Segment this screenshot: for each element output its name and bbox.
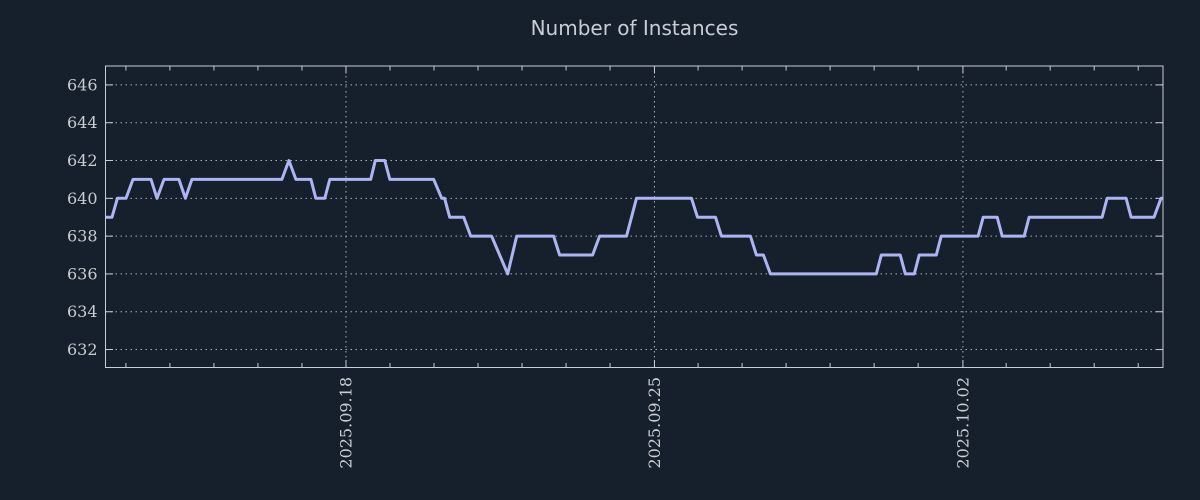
x-tick-label: 2025.09.18: [336, 377, 355, 469]
plot-border: [105, 65, 1164, 368]
y-tick-label: 638: [67, 227, 98, 246]
data-line-instances: [105, 159, 1163, 276]
y-tick-label: 636: [67, 264, 98, 283]
y-tick-label: 632: [67, 340, 98, 359]
y-tick-label: 644: [67, 113, 98, 132]
y-tick-label: 642: [67, 151, 98, 170]
y-tick-label: 634: [67, 302, 98, 321]
x-tick-label: 2025.10.02: [953, 377, 972, 469]
y-tick-label: 640: [67, 189, 98, 208]
chart-title: Number of Instances: [530, 16, 739, 40]
y-tick-label: 646: [67, 75, 98, 94]
x-tick-label: 2025.09.25: [645, 377, 664, 469]
